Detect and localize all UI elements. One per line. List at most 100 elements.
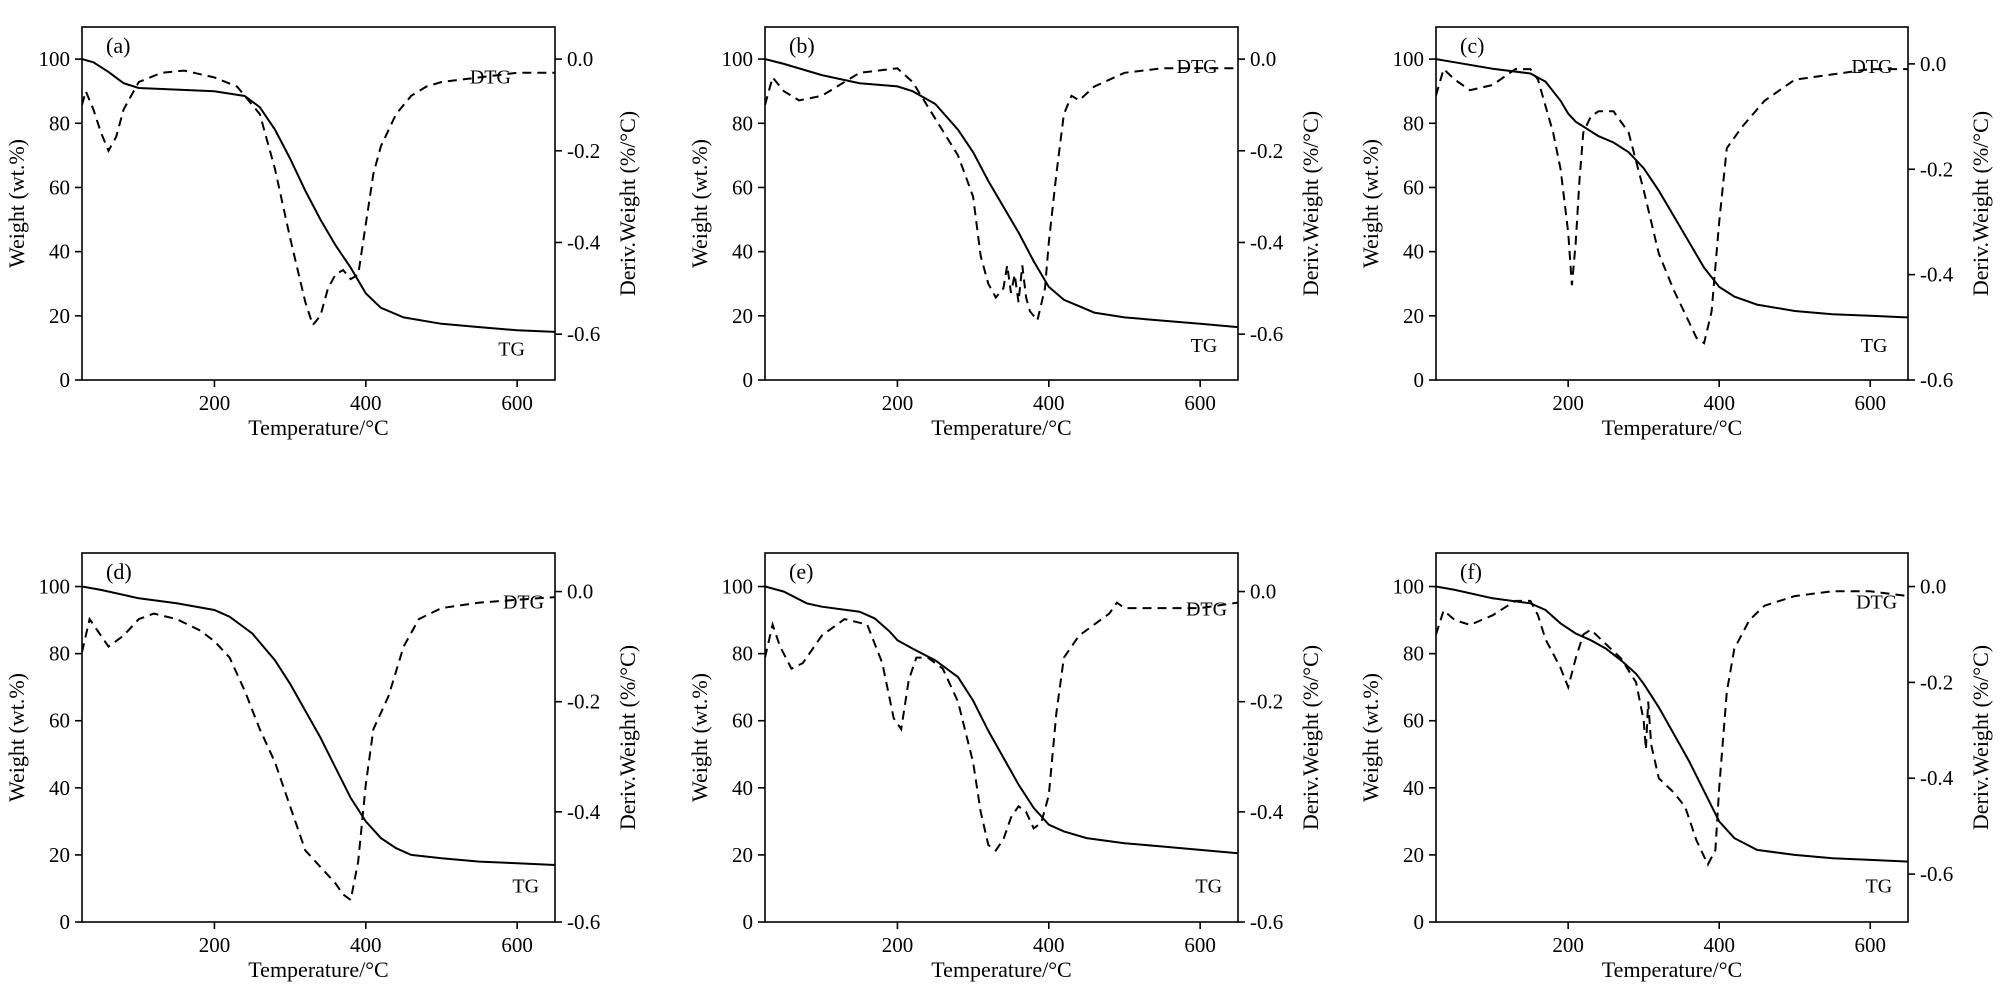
y-tick-label: 80 bbox=[732, 111, 753, 135]
y-tick-label: 40 bbox=[732, 240, 753, 264]
x-axis-title: Temperature/°C bbox=[248, 415, 388, 440]
tg-curve bbox=[82, 585, 555, 866]
y-tick-label: 0 bbox=[60, 910, 71, 934]
y2-axis-title: Deriv.Weight (%/°C) bbox=[1968, 645, 1993, 830]
y-tick-label: 100 bbox=[722, 47, 754, 71]
x-axis-title: Temperature/°C bbox=[1602, 415, 1742, 440]
x-tick-label: 200 bbox=[1552, 933, 1584, 957]
dtg-curve bbox=[765, 67, 1238, 323]
y-tick-label: 80 bbox=[1403, 111, 1424, 135]
dtg-curve bbox=[82, 596, 555, 902]
x-tick-label: 200 bbox=[199, 933, 231, 957]
y2-tick-label: 0.0 bbox=[567, 47, 593, 71]
panel-f: 200 400 600 0 20 40 60 80 100 -0.6 -0.4 -0.2 0.0 Temp… bbox=[1358, 552, 1993, 982]
y2-tick-label: -0.6 bbox=[1920, 862, 1953, 886]
y2-tick-label: -0.6 bbox=[1250, 910, 1283, 934]
x-tick-label: 600 bbox=[1184, 933, 1216, 957]
y2-tick-label: -0.2 bbox=[1250, 139, 1283, 163]
plot-frame bbox=[764, 552, 1239, 923]
x-tick-label: 200 bbox=[199, 391, 231, 415]
y2-axis-title: Deriv.Weight (%/°C) bbox=[1298, 111, 1323, 296]
y-tick-label: 40 bbox=[732, 776, 753, 800]
y-tick-label: 0 bbox=[743, 368, 754, 392]
x-tick-label: 400 bbox=[350, 933, 382, 957]
y-tick-label: 0 bbox=[60, 368, 71, 392]
y-tick-label: 80 bbox=[1403, 642, 1424, 666]
y-tick-label: 60 bbox=[49, 175, 70, 199]
y-tick-label: 0 bbox=[743, 910, 754, 934]
x-axis-title: Temperature/°C bbox=[248, 957, 388, 982]
y-tick-label: 100 bbox=[1393, 575, 1425, 599]
y-tick-label: 100 bbox=[1393, 47, 1425, 71]
y2-tick-label: -0.4 bbox=[1920, 263, 1954, 287]
panel-label: (e) bbox=[789, 559, 813, 584]
dtg-curve bbox=[1436, 590, 1908, 867]
x-tick-label: 600 bbox=[501, 391, 533, 415]
y-axis-title: Weight (wt.%) bbox=[687, 139, 712, 268]
y2-axis-title: Deriv.Weight (%/°C) bbox=[1968, 111, 1993, 296]
tg-curve bbox=[1436, 58, 1908, 319]
y2-axis-title: Deriv.Weight (%/°C) bbox=[1298, 645, 1323, 830]
y-tick-label: 40 bbox=[49, 240, 70, 264]
y-tick-label: 20 bbox=[49, 843, 70, 867]
y-tick-label: 60 bbox=[1403, 175, 1424, 199]
dtg-curve-label: DTG bbox=[1177, 56, 1218, 78]
y-tick-label: 60 bbox=[1403, 709, 1424, 733]
y-tick-label: 20 bbox=[732, 843, 753, 867]
plot-frame bbox=[1435, 552, 1909, 923]
y-axis-title: Weight (wt.%) bbox=[687, 673, 712, 802]
y-tick-label: 0 bbox=[1414, 368, 1425, 392]
tg-curve-label: TG bbox=[512, 875, 539, 897]
x-tick-label: 400 bbox=[350, 391, 382, 415]
dtg-curve-label: DTG bbox=[470, 66, 511, 88]
y-axis-title: Weight (wt.%) bbox=[4, 139, 29, 268]
y2-tick-label: -0.6 bbox=[567, 322, 600, 346]
panel-label: (a) bbox=[106, 33, 130, 58]
tg-curve bbox=[82, 58, 555, 333]
panel-b: 200 400 600 0 20 40 60 80 100 -0.6 -0.4 -0.2 0.0 Temp… bbox=[687, 26, 1323, 440]
x-tick-label: 600 bbox=[1854, 933, 1886, 957]
y2-tick-label: -0.2 bbox=[1920, 670, 1953, 694]
x-tick-label: 400 bbox=[1033, 391, 1065, 415]
y-axis-title: Weight (wt.%) bbox=[4, 673, 29, 802]
y2-tick-label: -0.2 bbox=[567, 139, 600, 163]
panel-e: 200 400 600 0 20 40 60 80 100 -0.6 -0.4 -0.2 0.0 Temp… bbox=[687, 552, 1323, 982]
x-axis-title: Temperature/°C bbox=[931, 957, 1071, 982]
plot-frame bbox=[1435, 26, 1909, 381]
y-tick-label: 80 bbox=[732, 642, 753, 666]
y-tick-label: 20 bbox=[732, 304, 753, 328]
y2-tick-label: -0.4 bbox=[1250, 230, 1284, 254]
x-tick-label: 200 bbox=[1552, 391, 1584, 415]
y-tick-label: 80 bbox=[49, 111, 70, 135]
x-tick-label: 200 bbox=[882, 391, 914, 415]
y-tick-label: 40 bbox=[49, 776, 70, 800]
x-tick-label: 400 bbox=[1033, 933, 1065, 957]
panel-c: 200 400 600 0 20 40 60 80 100 -0.6 -0.4 -0.2 0.0 Temp… bbox=[1358, 26, 1993, 440]
y-axis-title: Weight (wt.%) bbox=[1358, 139, 1383, 268]
tg-curve bbox=[765, 58, 1238, 329]
panel-label: (d) bbox=[106, 559, 132, 584]
dtg-curve bbox=[765, 601, 1238, 852]
x-tick-label: 600 bbox=[1184, 391, 1216, 415]
plot-frame bbox=[81, 552, 556, 923]
y-tick-label: 40 bbox=[1403, 240, 1424, 264]
y2-tick-label: 0.0 bbox=[1250, 47, 1276, 71]
y2-tick-label: -0.2 bbox=[1920, 157, 1953, 181]
y-tick-label: 20 bbox=[1403, 843, 1424, 867]
y-axis-title: Weight (wt.%) bbox=[1358, 673, 1383, 802]
y-tick-label: 100 bbox=[39, 47, 71, 71]
x-tick-label: 600 bbox=[1854, 391, 1886, 415]
tg-curve-label: TG bbox=[1866, 875, 1893, 897]
y-tick-label: 0 bbox=[1414, 910, 1425, 934]
dtg-curve bbox=[82, 69, 555, 328]
panel-label: (f) bbox=[1460, 559, 1482, 584]
tg-curve-label: TG bbox=[498, 338, 525, 360]
x-axis-title: Temperature/°C bbox=[931, 415, 1071, 440]
x-tick-label: 400 bbox=[1703, 391, 1735, 415]
dtg-curve-label: DTG bbox=[1856, 591, 1897, 613]
y-tick-label: 60 bbox=[732, 709, 753, 733]
x-tick-label: 200 bbox=[882, 933, 914, 957]
x-tick-label: 600 bbox=[501, 933, 533, 957]
tg-curve-label: TG bbox=[1191, 335, 1218, 357]
